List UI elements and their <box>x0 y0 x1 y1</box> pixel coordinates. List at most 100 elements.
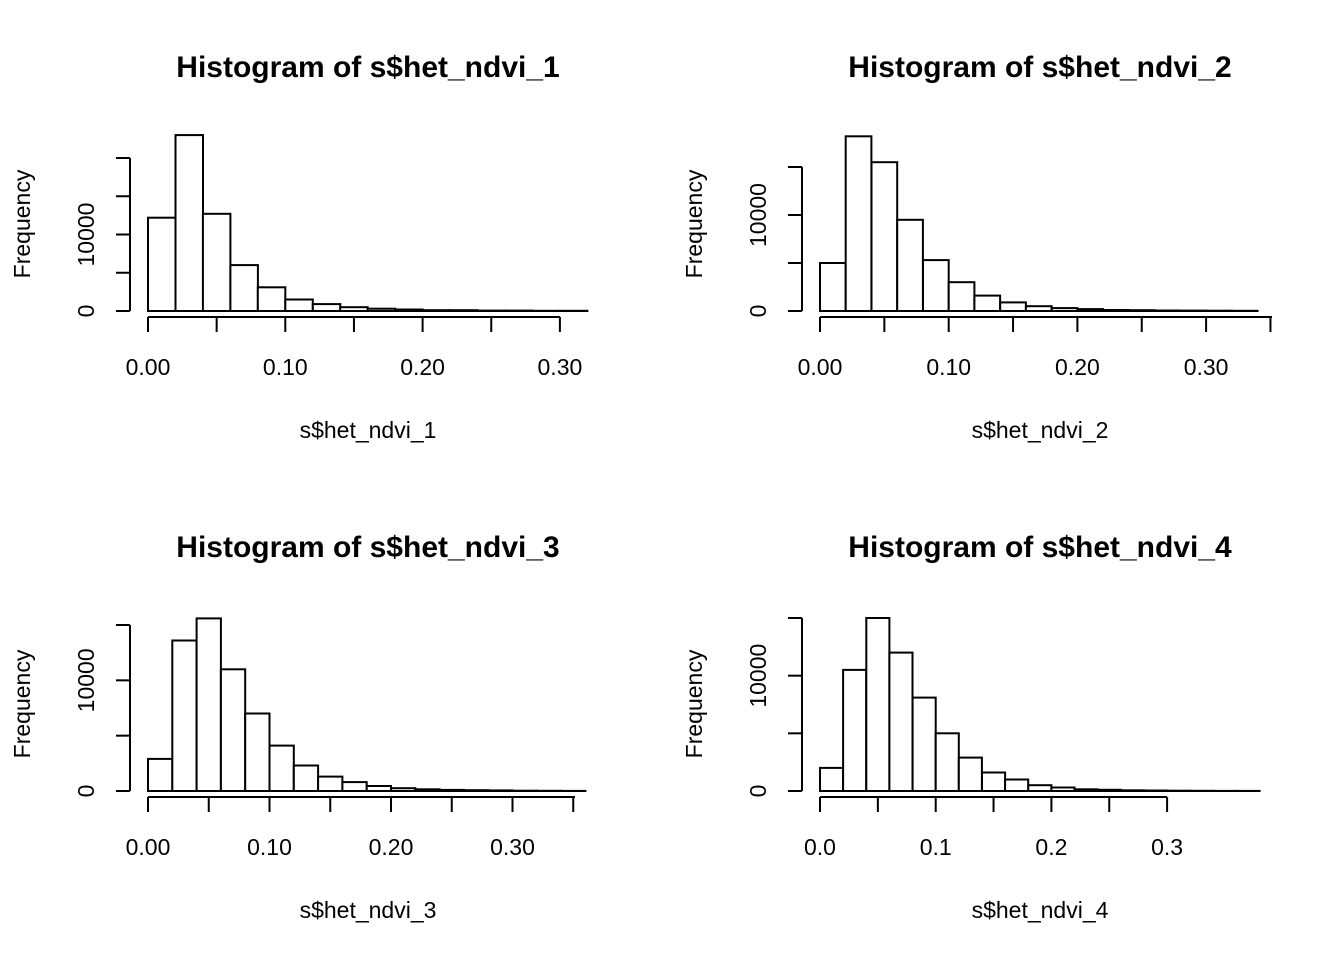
histogram-bar <box>1096 788 1122 792</box>
y-tick-label: 10000 <box>73 648 99 712</box>
histogram-bar <box>1076 308 1105 313</box>
histogram-bar <box>219 668 247 792</box>
histogram-bar <box>339 306 369 313</box>
chart-title: Histogram of s$het_ndvi_1 <box>176 51 559 84</box>
y-axis-label: Frequency <box>681 649 707 758</box>
x-tick-label: 0.10 <box>247 834 292 860</box>
histogram-bar <box>865 617 891 792</box>
x-tick-label: 0.30 <box>490 834 535 860</box>
histogram-bar <box>229 264 259 313</box>
histogram-bar <box>341 781 368 792</box>
x-axis-label: s$het_ndvi_4 <box>972 897 1109 923</box>
histogram-bar <box>844 135 873 312</box>
histogram-bar <box>981 771 1007 792</box>
histogram-bar <box>414 788 441 792</box>
histogram-bar <box>317 775 344 792</box>
x-tick-label: 0.3 <box>1151 834 1183 860</box>
x-tick-label: 0.2 <box>1035 834 1067 860</box>
histogram-bar <box>934 732 960 792</box>
x-tick-label: 0.00 <box>126 354 171 380</box>
histogram-bar <box>171 639 198 792</box>
x-tick-label: 0.20 <box>369 834 414 860</box>
x-tick-label: 0.20 <box>400 354 445 380</box>
histogram-bar <box>421 309 452 313</box>
x-axis-label: s$het_ndvi_1 <box>300 417 437 443</box>
histogram-bar <box>268 744 295 792</box>
histogram-bar <box>888 651 914 792</box>
histogram-bar <box>973 294 1002 313</box>
histogram-bar <box>438 788 465 793</box>
histogram-panel-2: Histogram of s$het_ndvi_2 Frequency s$he… <box>681 51 1272 443</box>
bars-group <box>147 134 589 313</box>
histogram-bar <box>1004 778 1030 792</box>
histogram-bar <box>365 785 393 792</box>
histogram-bar <box>449 309 479 313</box>
x-axis-label: s$het_ndvi_2 <box>972 417 1109 443</box>
x-tick-label: 0.30 <box>538 354 583 380</box>
histogram-bar <box>174 134 204 312</box>
x-tick-label: 0.00 <box>126 834 171 860</box>
histogram-bar <box>462 789 490 793</box>
x-tick-label: 0.20 <box>1055 354 1100 380</box>
histogram-bar <box>999 301 1027 312</box>
histogram-bar <box>1153 309 1182 312</box>
histogram-bar <box>366 307 397 313</box>
histogram-bar <box>870 161 899 312</box>
histogram-bar <box>1024 305 1053 313</box>
histogram-bar <box>284 298 314 312</box>
x-tick-label: 0.0 <box>804 834 836 860</box>
histogram-bar <box>1143 789 1169 792</box>
x-tick-label: 0.10 <box>926 354 971 380</box>
histogram-bar <box>947 281 976 313</box>
histogram-bar <box>896 218 924 312</box>
histogram-bar <box>819 262 847 312</box>
histogram-bar <box>1050 307 1079 313</box>
histogram-bar <box>1102 309 1130 312</box>
y-tick-label: 0 <box>73 305 99 318</box>
bars-group <box>819 617 1261 793</box>
histogram-bar <box>147 216 177 312</box>
histogram-panel-4: Histogram of s$het_ndvi_4 Frequency s$he… <box>681 531 1261 923</box>
chart-title: Histogram of s$het_ndvi_4 <box>848 531 1232 564</box>
histogram-bar <box>147 757 174 793</box>
x-axis-label: s$het_ndvi_3 <box>300 897 437 923</box>
histogram-bar <box>922 259 950 313</box>
histogram-panel-1: Histogram of s$het_ndvi_1 Frequency s$he… <box>9 51 589 443</box>
y-axis-label: Frequency <box>9 649 35 758</box>
x-tick-label: 0.10 <box>263 354 308 380</box>
x-tick-label: 0.1 <box>920 834 952 860</box>
histogram-bar <box>195 617 222 793</box>
histogram-bar <box>390 787 417 793</box>
bars-group <box>819 135 1259 313</box>
axes-group: 0.00 0.10 0.20 0.30 0 10000 <box>73 157 583 380</box>
y-tick-label: 10000 <box>73 203 99 267</box>
y-axis-label: Frequency <box>9 169 35 278</box>
histogram-bar <box>911 696 937 792</box>
histogram-panel-3: Histogram of s$het_ndvi_3 Frequency s$he… <box>9 531 587 923</box>
x-tick-label: 0.30 <box>1184 354 1229 380</box>
histogram-bar <box>842 668 868 793</box>
histogram-bar <box>1050 786 1076 792</box>
y-tick-label: 10000 <box>745 644 771 708</box>
y-axis-label: Frequency <box>681 169 707 278</box>
histogram-bar <box>819 766 845 793</box>
histogram-bar <box>292 764 320 792</box>
chart-title: Histogram of s$het_ndvi_3 <box>176 531 559 564</box>
histogram-bar <box>487 789 514 793</box>
histogram-bar <box>1127 309 1156 313</box>
histogram-bar <box>201 212 232 312</box>
axes-group: 0.00 0.10 0.20 0.30 0 10000 <box>73 624 575 860</box>
y-tick-label: 0 <box>73 785 99 798</box>
y-tick-label: 10000 <box>745 183 771 247</box>
histogram-bar <box>311 303 342 313</box>
histogram-bar <box>1119 789 1145 792</box>
histogram-bar <box>394 308 424 312</box>
histogram-bar <box>1073 788 1099 792</box>
axes-group: 0.00 0.10 0.20 0.30 0 10000 <box>745 166 1272 380</box>
y-tick-label: 0 <box>745 785 771 798</box>
histogram-bar <box>957 756 983 792</box>
histogram-bar <box>256 286 287 312</box>
y-tick-label: 0 <box>745 305 771 318</box>
bars-group <box>147 617 587 793</box>
